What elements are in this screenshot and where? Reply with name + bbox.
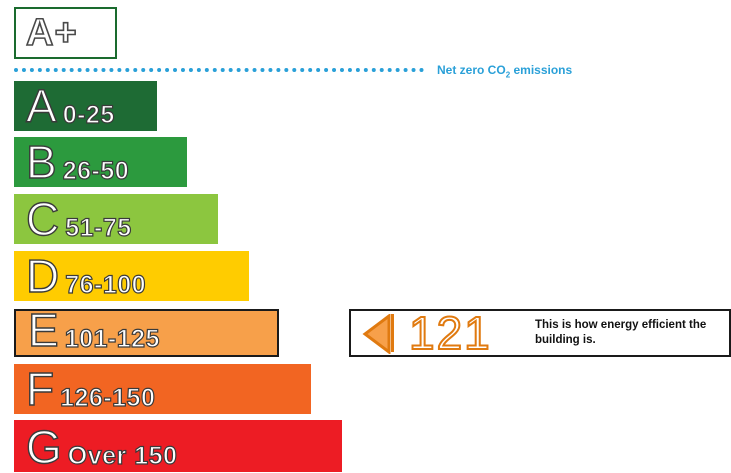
band-d-letter: D (25, 250, 60, 302)
band-b-range: 26-50 (62, 156, 130, 185)
band-c-range: 51-75 (65, 213, 132, 242)
marker-divider (391, 314, 394, 352)
band-a-range: 0-25 (62, 100, 115, 129)
band-d-range: 76-100 (65, 270, 147, 299)
band-e: E 101-125 (14, 304, 279, 357)
band-c: C 51-75 (14, 194, 218, 244)
band-d: D 76-100 (14, 251, 249, 301)
band-a-letter: A (25, 80, 57, 132)
left-pointer-icon (362, 314, 391, 354)
net-zero-label-suffix: emissions (510, 63, 573, 77)
band-e-letter: E (27, 304, 59, 356)
band-e-range: 101-125 (64, 324, 160, 353)
net-zero-label: Net zero CO2 emissions (437, 63, 572, 79)
band-c-letter: C (25, 193, 60, 245)
band-f-range: 126-150 (60, 383, 156, 412)
band-b-letter: B (25, 136, 57, 188)
band-g: G Over 150 (14, 420, 342, 472)
band-f: F 126-150 (14, 364, 311, 414)
band-g-letter: G (25, 421, 62, 473)
band-b: B 26-50 (14, 137, 187, 187)
a-plus-rating-box: A+ (14, 7, 117, 59)
net-zero-dotted-line (14, 68, 424, 72)
net-zero-label-prefix: Net zero CO (437, 63, 506, 77)
band-g-range: Over 150 (67, 441, 178, 470)
band-a: A 0-25 (14, 81, 157, 131)
current-rating-caption: This is how energy efficient the buildin… (535, 319, 707, 346)
current-rating-value: 121 (408, 307, 492, 359)
net-zero-label-subscript: 2 (505, 70, 511, 80)
current-rating-marker: 121 This is how energy efficient the bui… (349, 309, 731, 357)
band-f-letter: F (25, 363, 55, 415)
a-plus-label: A+ (25, 12, 78, 54)
